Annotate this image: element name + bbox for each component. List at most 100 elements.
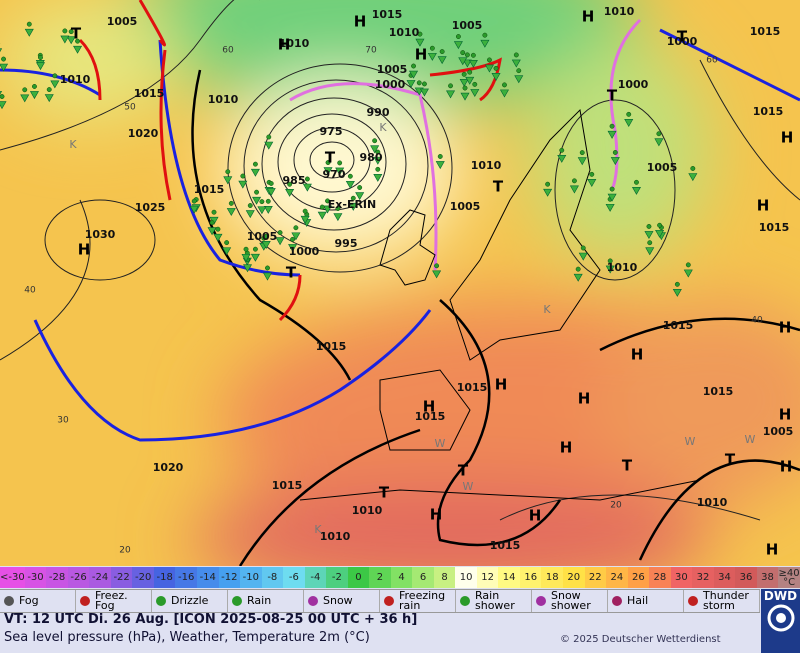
shower-symbol (0, 101, 7, 110)
rain-symbol (325, 198, 330, 204)
rain-symbol (0, 94, 5, 99)
rain-symbol (460, 50, 466, 56)
isobar-label: 1010 (697, 496, 728, 509)
shower-symbol (470, 89, 480, 97)
rain-symbol (375, 166, 381, 172)
rain-symbol (277, 230, 283, 236)
rain-symbol (612, 150, 618, 155)
low-pressure: T (71, 25, 82, 43)
shower-symbol (262, 272, 273, 281)
isotherm-label: 70 (365, 46, 377, 56)
colorbar-cell: -2 (326, 567, 348, 588)
shower-symbol (672, 289, 682, 297)
shower-symbol (645, 247, 655, 256)
colorbar-cell: 26 (627, 567, 650, 588)
shower-symbol (0, 48, 3, 53)
rain-symbol (350, 195, 356, 201)
legend-icon (612, 596, 622, 606)
rain-symbol (589, 171, 595, 177)
rain-symbol (247, 203, 253, 208)
rain-symbol (470, 52, 476, 58)
rain-symbol (209, 220, 215, 226)
colorbar-cell: -10 (240, 567, 262, 588)
shower-symbol (655, 229, 665, 238)
shower-symbol (409, 70, 419, 79)
shower-symbol (610, 157, 620, 166)
shower-symbol (557, 154, 567, 163)
rain-symbol (228, 200, 234, 206)
rain-symbol (421, 81, 427, 87)
shower-symbol (189, 205, 199, 214)
legend-label: Drizzle (171, 594, 209, 607)
temperature-mark: W (685, 435, 696, 448)
temperature-mark: K (543, 303, 551, 316)
legend-label: Freez. Fog (95, 589, 128, 612)
rain-symbol (448, 83, 453, 89)
shower-symbol (355, 192, 365, 201)
shower-symbol (333, 213, 343, 222)
shower-symbol (66, 36, 76, 45)
colorbar-cell: -16 (175, 567, 197, 588)
colorbar-cell: -28 (46, 567, 68, 588)
colorbar-cell: 18 (541, 567, 563, 588)
shower-symbol (348, 202, 358, 211)
low-pressure: T (677, 28, 688, 46)
low-pressure: T (379, 484, 390, 502)
legend-label: Rain (247, 594, 272, 607)
shower-symbol (432, 270, 442, 279)
isobar-label: 1000 (667, 35, 698, 48)
legend-icon (4, 596, 14, 606)
rain-symbol (62, 28, 68, 34)
shower-symbol (419, 88, 429, 97)
isotherm-label: 20 (119, 546, 131, 556)
rain-symbol (375, 149, 381, 155)
legend-item: Thunder storm (684, 590, 760, 612)
rain-symbol (626, 111, 632, 117)
description: Sea level pressure (hPa), Weather, Tempe… (4, 630, 370, 645)
colorbar-cell: 28 (649, 567, 671, 588)
isobar-label: 1015 (134, 87, 165, 100)
rain-symbol (266, 134, 272, 140)
isobar-label: 1010 (352, 504, 383, 517)
shower-symbol (207, 227, 217, 236)
rain-symbol (68, 29, 74, 35)
isobar-label: 1010 (471, 159, 502, 172)
colorbar-cell: 0 (347, 567, 370, 588)
copyright: © 2025 Deutscher Wetterdienst (560, 634, 721, 645)
colorbar-cell: 32 (692, 567, 714, 588)
shower-symbol (223, 176, 233, 185)
rain-symbol (302, 208, 308, 214)
high-pressure: H (578, 390, 591, 408)
legend-item: Freez. Fog (76, 590, 152, 612)
rain-symbol (224, 240, 230, 246)
shower-symbol (484, 64, 494, 73)
isobar-label: 985 (283, 174, 306, 187)
isobar-label: 1010 (208, 93, 239, 106)
colorbar-cell: 6 (412, 567, 434, 588)
shower-symbol (624, 119, 634, 127)
rain-symbol (240, 173, 246, 179)
rain-symbol (455, 34, 461, 39)
colorbar-high: ≥40 °C (778, 567, 800, 588)
shower-symbol (578, 252, 588, 261)
isobar-label: 1015 (490, 539, 521, 552)
isobar-label: 1015 (372, 8, 403, 21)
rain-symbol (685, 262, 691, 268)
shower-symbol (462, 59, 472, 68)
rain-symbol (215, 226, 221, 232)
shower-symbol (323, 167, 333, 176)
temperature-mark: K (69, 138, 77, 151)
rain-symbol (656, 131, 662, 137)
rain-symbol (416, 80, 422, 86)
rain-symbol (486, 57, 492, 63)
isobar-label: 1015 (194, 183, 225, 196)
rain-symbol (647, 240, 653, 246)
colorbar-cell: 34 (713, 567, 736, 588)
legend-label: Thunder storm (703, 589, 749, 612)
colorbar-cell: 4 (390, 567, 413, 588)
shower-symbol (406, 80, 416, 88)
colorbar-cell: 36 (735, 567, 757, 588)
shower-symbol (288, 244, 298, 252)
rain-symbol (46, 87, 52, 93)
isobar-label: 1020 (153, 461, 184, 474)
